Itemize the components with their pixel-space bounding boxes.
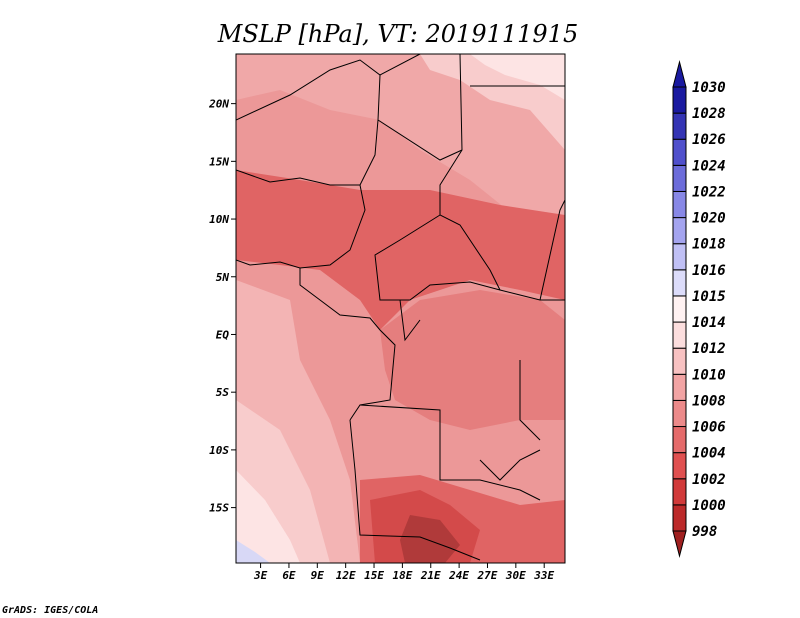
colorbar-swatch [672, 86, 687, 114]
colorbar-arrow-top [672, 60, 687, 88]
colorbar-swatch [672, 190, 687, 219]
colorbar-swatch [672, 399, 687, 428]
x-tick-label: 6E [282, 569, 296, 582]
country-borders [236, 54, 565, 561]
x-tick-label: 27E [477, 569, 498, 582]
colorbar-label: 1018 [692, 237, 726, 253]
colorbar-label: 1012 [692, 341, 726, 357]
x-tick-label: 18E [392, 569, 412, 582]
x-tick-label: 21E [420, 569, 441, 582]
y-tick-label: 5N [216, 271, 230, 284]
colorbar-label: 1030 [692, 80, 726, 96]
y-tick-label: 5S [216, 386, 230, 399]
field-1014-north [470, 54, 565, 100]
colorbar-arrow-bottom [672, 530, 687, 558]
field-1000-south [400, 515, 460, 563]
colorbar-label: 1024 [692, 158, 726, 174]
field-1006-central [236, 170, 565, 330]
field-1010-north [236, 54, 565, 230]
x-tick-label: 3E [253, 569, 268, 582]
colorbar-swatch [672, 452, 687, 480]
colorbar-swatch [672, 426, 687, 454]
colorbar: 998 1000 1002 1004 1006 1008 1010 1012 1014 1015 1… [672, 60, 726, 558]
colorbar-label: 1020 [692, 211, 726, 227]
x-tick-label: 12E [336, 569, 356, 582]
x-tick-label: 24E [448, 569, 469, 582]
y-tick-label: 20N [208, 98, 229, 111]
colorbar-label: 1000 [692, 498, 726, 514]
colorbar-swatch [672, 373, 687, 401]
chart-title: MSLP [hPa], VT: 2019111915 [217, 20, 578, 48]
colorbar-swatch [672, 112, 687, 140]
colorbar-label: 1016 [692, 263, 726, 279]
y-axis: 20N 15N 10N 5N EQ 5S 10S 15S [208, 98, 236, 515]
colorbar-swatch [672, 478, 687, 506]
y-tick-label: EQ [216, 328, 230, 341]
field-1006-east [380, 290, 565, 430]
colorbar-swatch [672, 138, 687, 166]
colorbar-swatch [672, 321, 687, 349]
colorbar-swatch [672, 243, 687, 271]
x-tick-label: 15E [364, 569, 384, 582]
colorbar-swatch [672, 269, 687, 297]
colorbar-label: 1028 [692, 106, 726, 122]
map-frame [235, 53, 566, 564]
y-tick-label: 10S [209, 444, 229, 457]
colorbar-swatch [672, 217, 687, 245]
colorbar-label: 1015 [692, 289, 726, 305]
colorbar-label: 1004 [692, 446, 726, 462]
colorbar-label: 1014 [692, 315, 726, 331]
x-tick-label: 9E [311, 569, 325, 582]
colorbar-label: 1026 [692, 132, 726, 148]
field-1016-corner [236, 540, 270, 563]
y-tick-label: 15N [209, 155, 229, 168]
mslp-map [236, 54, 565, 563]
colorbar-swatch [672, 164, 687, 192]
colorbar-label: 1008 [692, 393, 726, 409]
y-tick-label: 10N [209, 213, 229, 226]
colorbar-swatch [672, 295, 687, 323]
x-tick-label: 33E [533, 569, 554, 582]
colorbar-label: 1002 [692, 472, 726, 488]
colorbar-swatch [672, 504, 687, 532]
field-1014-southwest [236, 470, 300, 563]
y-tick-label: 15S [209, 502, 229, 515]
colorbar-label: 1010 [692, 367, 726, 383]
x-tick-label: 30E [505, 569, 526, 582]
x-axis: 3E 6E 9E 12E 15E 18E 21E 24E 27E 30E 33E [253, 563, 555, 582]
grads-credit: GrADS: IGES/COLA [2, 605, 98, 616]
colorbar-label: 1022 [692, 184, 726, 200]
colorbar-label: 998 [692, 524, 717, 540]
colorbar-swatch [672, 347, 687, 375]
colorbar-label: 1006 [692, 420, 726, 436]
